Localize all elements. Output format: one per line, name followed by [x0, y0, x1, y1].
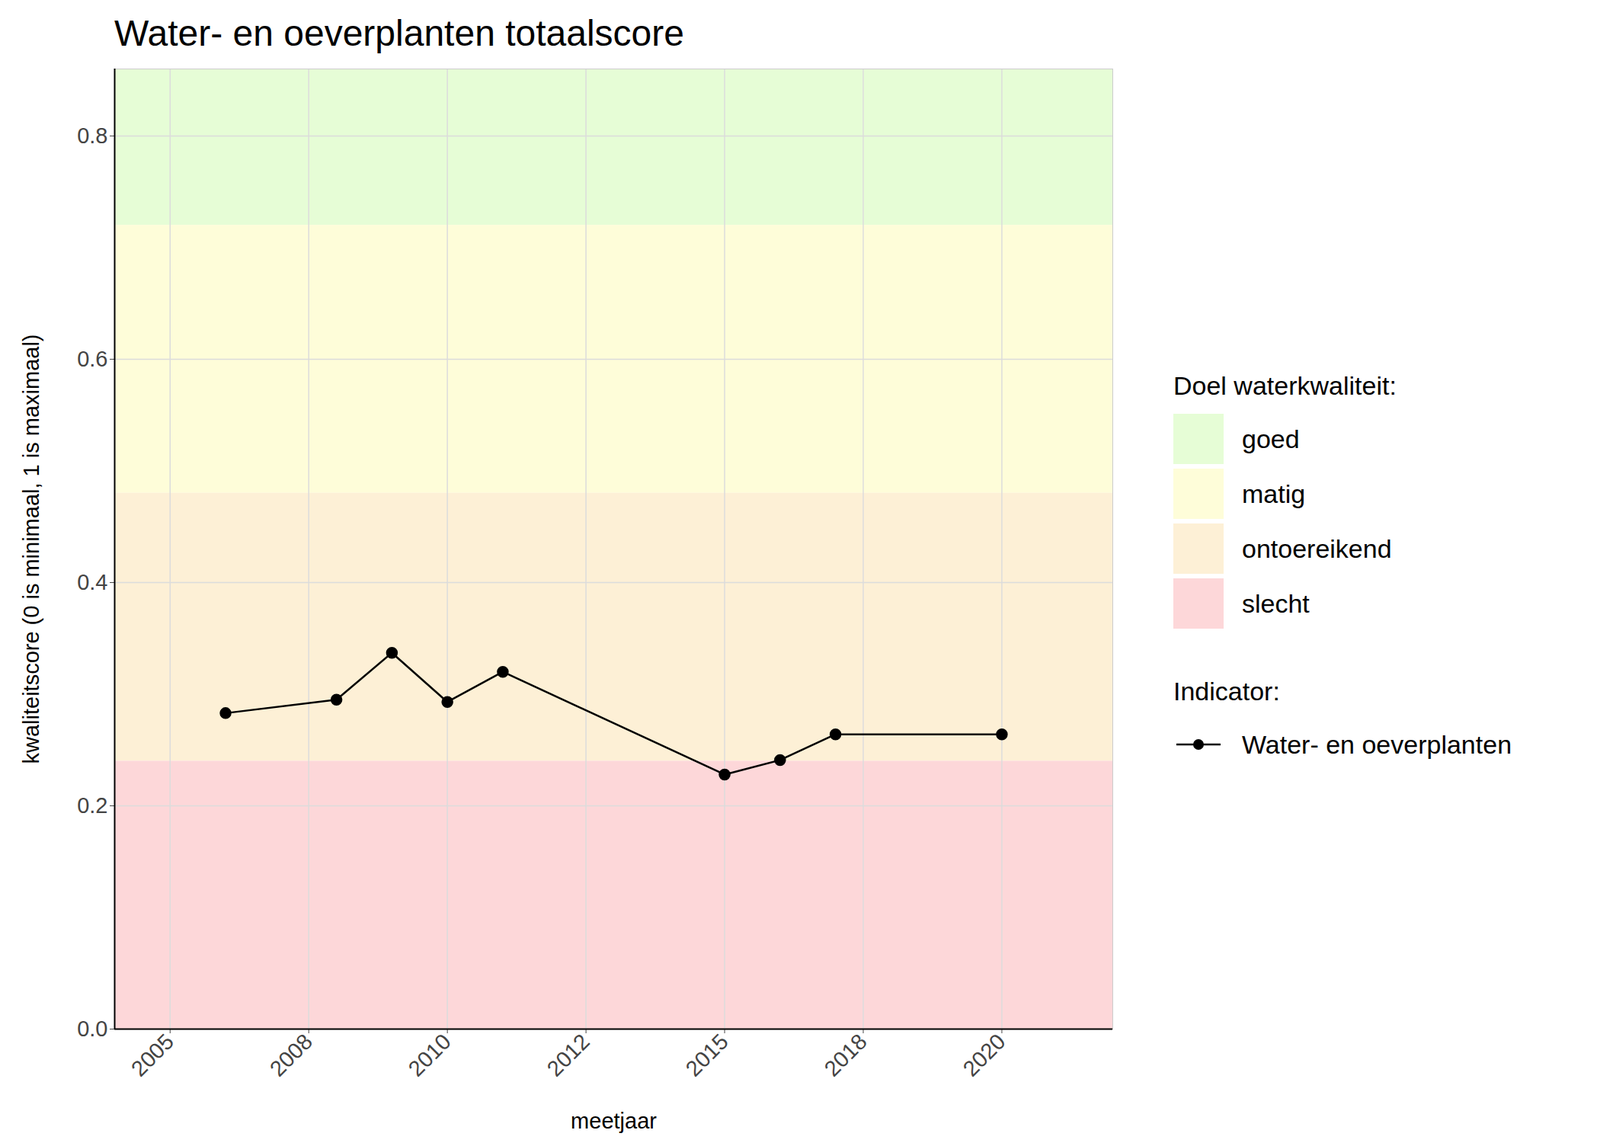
svg-text:2012: 2012	[542, 1029, 595, 1082]
svg-text:2015: 2015	[681, 1029, 733, 1082]
svg-text:2008: 2008	[265, 1029, 317, 1082]
html-text:goed: goed	[1241, 424, 1300, 453]
svg-text:0.2: 0.2	[76, 793, 108, 818]
svg-text:0.6: 0.6	[76, 346, 108, 372]
svg-text:2005: 2005	[126, 1029, 179, 1082]
html-text:Indicator:: Indicator:	[1173, 676, 1280, 706]
svg-text:0.8: 0.8	[76, 123, 108, 148]
html-text:Water- en oeverplanten totaals: Water- en oeverplanten totaalscore	[114, 12, 685, 54]
svg-text:meetjaar: meetjaar	[570, 1108, 657, 1133]
html-text:Doel waterkwaliteit:: Doel waterkwaliteit:	[1173, 371, 1397, 400]
html-text:Water- en oeverplanten: Water- en oeverplanten	[1241, 729, 1512, 759]
svg-text:2018: 2018	[819, 1029, 872, 1082]
svg-text:2020: 2020	[958, 1029, 1011, 1082]
svg-text:kwaliteitscore (0 is minimaal,: kwaliteitscore (0 is minimaal, 1 is maxi…	[19, 333, 44, 764]
svg-text:2010: 2010	[403, 1029, 456, 1082]
svg-text:0.4: 0.4	[76, 569, 108, 595]
svg-text:0.0: 0.0	[76, 1016, 108, 1041]
html-text:ontoereikend: ontoereikend	[1241, 533, 1392, 563]
html-text:matig: matig	[1241, 478, 1306, 508]
html-text:slecht: slecht	[1241, 588, 1310, 618]
